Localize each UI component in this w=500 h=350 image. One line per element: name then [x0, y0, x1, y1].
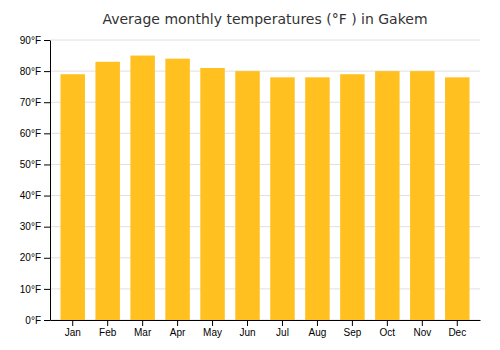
tick: Jun — [239, 320, 255, 338]
tick-mark — [282, 320, 283, 326]
tick: Mar — [134, 320, 152, 338]
tick-mark — [44, 102, 50, 103]
tick: 60°F — [20, 128, 50, 139]
tick: 70°F — [20, 97, 50, 108]
tick-mark — [44, 289, 50, 290]
bar — [340, 74, 364, 320]
tick: 90°F — [20, 35, 50, 46]
tick: 80°F — [20, 66, 50, 77]
tick-label: 90°F — [20, 35, 41, 46]
tick-label: 30°F — [20, 221, 41, 232]
tick-label: 20°F — [20, 252, 41, 263]
tick-label: 50°F — [20, 159, 41, 170]
tick-label: Nov — [413, 327, 431, 338]
tick-label: Oct — [380, 327, 396, 338]
tick-mark — [44, 133, 50, 134]
tick-label: Feb — [99, 327, 117, 338]
tick-mark — [44, 164, 50, 165]
bar — [410, 71, 434, 320]
tick: Jul — [276, 320, 289, 338]
tick-label: 10°F — [20, 284, 41, 295]
bar — [305, 77, 329, 320]
tick-label: 70°F — [20, 97, 41, 108]
tick-mark — [177, 320, 178, 326]
tick-label: Aug — [309, 327, 327, 338]
bar — [165, 59, 189, 320]
x-axis: Jan Feb Mar Apr May Jun Jul Aug Sep Oct Nov Dec — [51, 320, 481, 338]
bar — [200, 68, 224, 320]
bar — [95, 62, 119, 320]
tick: Feb — [99, 320, 117, 338]
tick-mark — [44, 320, 50, 321]
tick-label: 60°F — [20, 128, 41, 139]
tick: Oct — [380, 320, 396, 338]
tick-mark — [387, 320, 388, 326]
bar — [375, 71, 399, 320]
tick-label: 80°F — [20, 66, 41, 77]
axis-line — [50, 41, 51, 321]
bar — [235, 71, 259, 320]
tick: 20°F — [20, 252, 50, 263]
tick: 30°F — [20, 221, 50, 232]
tick-label: 0°F — [25, 315, 41, 326]
tick: Apr — [170, 320, 186, 338]
bar — [445, 77, 469, 320]
tick-mark — [457, 320, 458, 326]
tick: 50°F — [20, 159, 50, 170]
tick: Jan — [65, 320, 81, 338]
plot: 0°F 10°F 20°F 30°F 40°F 50°F 60°F 70°F 80°F 90°F J… — [20, 35, 481, 338]
tick-mark — [44, 40, 50, 41]
y-axis: 0°F 10°F 20°F 30°F 40°F 50°F 60°F 70°F 80°F 90°F — [20, 35, 51, 326]
tick-mark — [422, 320, 423, 326]
tick-mark — [72, 320, 73, 326]
tick: Sep — [343, 320, 361, 338]
tick: 0°F — [25, 315, 50, 326]
tick-label: May — [203, 327, 222, 338]
tick-label: 40°F — [20, 190, 41, 201]
tick-mark — [107, 320, 108, 326]
tick: Nov — [413, 320, 431, 338]
tick: 40°F — [20, 190, 50, 201]
tick-label: Jul — [276, 327, 289, 338]
grid-line — [50, 40, 480, 41]
tick-mark — [44, 71, 50, 72]
title: Average monthly temperatures (°F ) in Ga… — [102, 11, 427, 27]
tick-mark — [142, 320, 143, 326]
tick-mark — [352, 320, 353, 326]
bar — [270, 77, 294, 320]
tick-mark — [44, 227, 50, 228]
tick-mark — [247, 320, 248, 326]
tick-label: Jan — [65, 327, 81, 338]
bar — [130, 56, 154, 320]
tick: Dec — [448, 320, 466, 338]
tick: 10°F — [20, 284, 50, 295]
tick-label: Apr — [170, 327, 186, 338]
grid — [50, 40, 480, 320]
bars — [60, 56, 469, 320]
tick-mark — [44, 258, 50, 259]
tick-label: Mar — [134, 327, 152, 338]
bar — [60, 74, 84, 320]
tick-mark — [317, 320, 318, 326]
tick-mark — [212, 320, 213, 326]
tick-label: Sep — [343, 327, 361, 338]
tick-label: Jun — [239, 327, 255, 338]
tick-mark — [44, 196, 50, 197]
tick: May — [203, 320, 222, 338]
axis-line — [51, 320, 481, 321]
tick: Aug — [309, 320, 327, 338]
tick-label: Dec — [448, 327, 466, 338]
chart: 0°F 10°F 20°F 30°F 40°F 50°F 60°F 70°F 80°F 90°F J… — [0, 0, 500, 350]
